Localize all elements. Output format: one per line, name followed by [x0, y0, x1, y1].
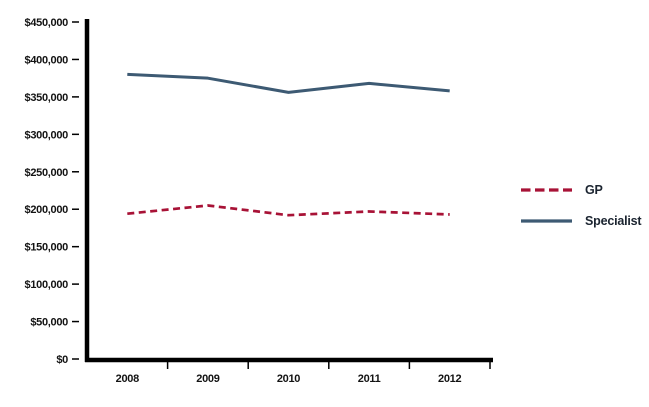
gp-line-swatch: [521, 188, 572, 192]
legend: GP Specialist: [521, 183, 642, 228]
x-tick-label: 2009: [196, 373, 219, 385]
x-tick-label: 2008: [116, 373, 139, 385]
y-tick-label: $400,000: [25, 54, 69, 66]
specialist-line-swatch: [521, 219, 572, 223]
gp-series-line: [127, 204, 450, 217]
x-tick-label: 2011: [358, 373, 381, 385]
y-tick-label: $0: [56, 354, 68, 366]
y-tick-label: $150,000: [25, 242, 69, 254]
y-tick-label: $300,000: [25, 129, 69, 141]
legend-item-specialist: Specialist: [521, 214, 642, 228]
legend-label-gp: GP: [585, 183, 603, 197]
x-tick-label: 2012: [438, 373, 461, 385]
legend-label-specialist: Specialist: [585, 214, 642, 228]
y-tick-label: $450,000: [25, 17, 69, 29]
y-tick-label: $350,000: [25, 92, 69, 104]
y-tick-label: $200,000: [25, 204, 69, 216]
legend-item-gp: GP: [521, 183, 641, 197]
x-tick-label: 2010: [277, 373, 300, 385]
y-tick-label: $250,000: [25, 167, 69, 179]
y-tick-label: $100,000: [25, 279, 69, 291]
specialist-series-line: [127, 72, 450, 94]
y-tick-label: $50,000: [30, 317, 68, 329]
